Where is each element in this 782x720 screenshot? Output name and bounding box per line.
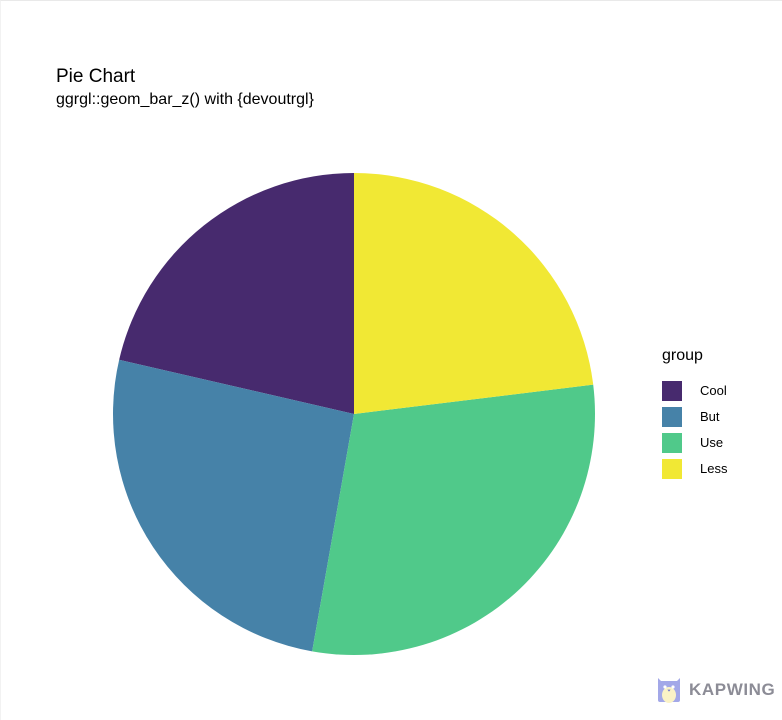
pie-slice-group (113, 173, 595, 656)
kapwing-cat-logo-icon (658, 678, 680, 703)
legend-color-swatch (662, 381, 682, 401)
legend-color-swatch (662, 433, 682, 453)
legend-title: group (662, 347, 703, 364)
kapwing-watermark: KAPWING (656, 674, 775, 706)
pie-slice[interactable] (119, 173, 355, 414)
pie-chart (113, 173, 595, 656)
pie-slice[interactable] (113, 359, 354, 652)
legend-item-label: Less (700, 461, 728, 476)
legend: group Cool But Use Less (662, 346, 777, 482)
chart-subtitle: ggrgl::geom_bar_z() with {devoutrgl} (56, 91, 314, 108)
legend-item-label: Cool (700, 383, 727, 398)
legend-item[interactable]: Cool (662, 378, 777, 404)
pie-slice[interactable] (312, 384, 595, 656)
title-block: Pie Chart ggrgl::geom_bar_z() with {devo… (56, 65, 616, 110)
legend-item[interactable]: Less (662, 456, 777, 482)
legend-color-swatch (662, 407, 682, 427)
legend-item[interactable]: Use (662, 430, 777, 456)
kapwing-watermark-label: KAPWING (689, 680, 776, 699)
page-title: Pie Chart (56, 66, 136, 87)
legend-items: Cool But Use Less (662, 378, 777, 482)
plot-panel (1, 1, 641, 720)
legend-item[interactable]: But (662, 404, 777, 430)
pie-slice[interactable] (354, 173, 594, 414)
legend-item-label: But (700, 409, 720, 424)
legend-color-swatch (662, 459, 682, 479)
legend-item-label: Use (700, 435, 724, 450)
